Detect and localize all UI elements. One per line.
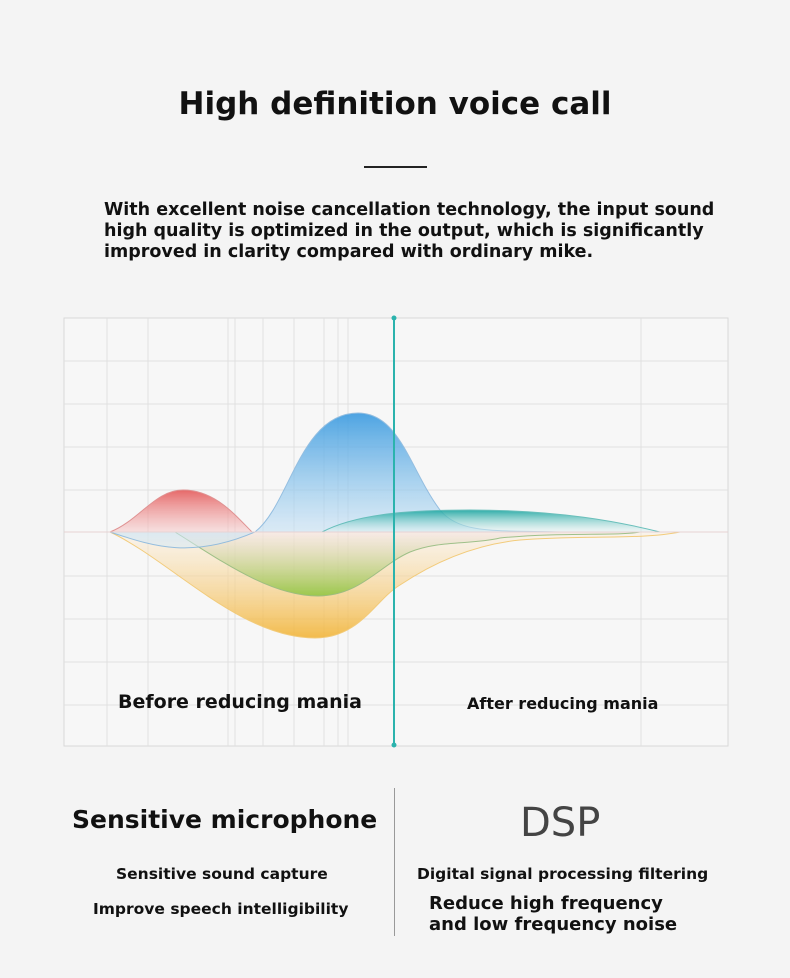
dsp-line1: Digital signal processing filtering (417, 865, 709, 883)
before-label: Before reducing mania (118, 691, 362, 713)
green-wave (173, 531, 641, 597)
microphone-title: Sensitive microphone (72, 805, 378, 834)
divider-top-dot (391, 315, 397, 321)
after-label: After reducing mania (467, 694, 659, 713)
title-underline (364, 166, 427, 168)
intro-text: With excellent noise cancellation techno… (104, 200, 715, 262)
red-wave (109, 489, 254, 533)
grid (64, 318, 728, 746)
dsp-title: DSP (520, 800, 601, 846)
teal-wave (321, 509, 661, 533)
dsp-line2: Reduce high frequency and low frequency … (429, 893, 678, 935)
page-title: High definition voice call (178, 86, 612, 122)
microphone-line1: Sensitive sound capture (116, 865, 328, 883)
microphone-line2: Improve speech intelligibility (93, 900, 349, 918)
feature-divider (394, 788, 395, 936)
divider-bottom-dot (391, 742, 397, 748)
